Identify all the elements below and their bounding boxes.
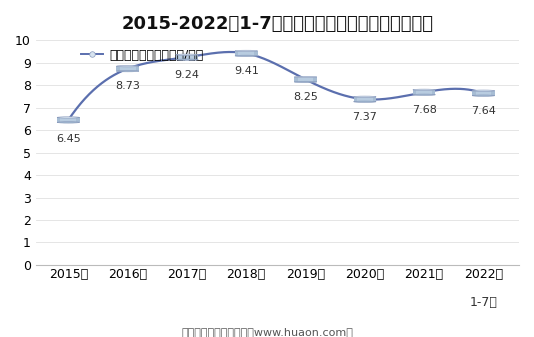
Bar [491,91,494,96]
Ellipse shape [116,65,139,67]
Ellipse shape [116,70,139,72]
Ellipse shape [294,81,317,83]
Text: 7.37: 7.37 [352,112,377,122]
Ellipse shape [57,122,80,123]
Bar [432,90,435,95]
Bar [472,91,494,96]
Bar [413,90,416,95]
Text: 制图：华经产业研究院（www.huaon.com）: 制图：华经产业研究院（www.huaon.com） [181,327,353,337]
Bar [313,77,317,82]
Ellipse shape [354,96,376,97]
Text: 7.68: 7.68 [412,105,437,115]
Bar [136,66,139,71]
Bar [254,51,257,56]
Bar [354,97,376,102]
Bar [57,118,80,122]
Bar [235,51,257,56]
Ellipse shape [235,55,257,57]
Bar [413,90,435,95]
Bar [373,97,376,102]
Text: 9.24: 9.24 [175,69,199,80]
Bar [76,118,80,122]
Ellipse shape [176,54,198,55]
Bar [116,66,139,71]
Title: 2015-2022年1-7月上海期货交易所铅期货成交均价: 2015-2022年1-7月上海期货交易所铅期货成交均价 [121,15,434,33]
Ellipse shape [294,76,317,78]
Bar [176,55,198,60]
Text: 7.64: 7.64 [471,105,496,116]
Bar [472,91,476,96]
Text: 9.41: 9.41 [234,66,258,76]
Text: 8.73: 8.73 [115,81,140,91]
Ellipse shape [57,117,80,118]
Ellipse shape [413,94,435,95]
Bar [294,77,297,82]
Text: 6.45: 6.45 [56,134,81,144]
Bar [354,97,357,102]
Ellipse shape [176,59,198,60]
Bar [294,77,317,82]
Bar [57,118,60,122]
Ellipse shape [354,101,376,102]
Ellipse shape [472,95,494,96]
Text: 1-7月: 1-7月 [469,296,497,308]
Bar [195,55,198,60]
Bar [176,55,179,60]
Text: 8.25: 8.25 [293,92,318,102]
Bar [235,51,238,56]
Legend: 铅期货成交均价（万元/手）: 铅期货成交均价（万元/手） [81,49,203,62]
Ellipse shape [235,50,257,52]
Bar [116,66,120,71]
Ellipse shape [472,90,494,91]
Ellipse shape [413,89,435,91]
